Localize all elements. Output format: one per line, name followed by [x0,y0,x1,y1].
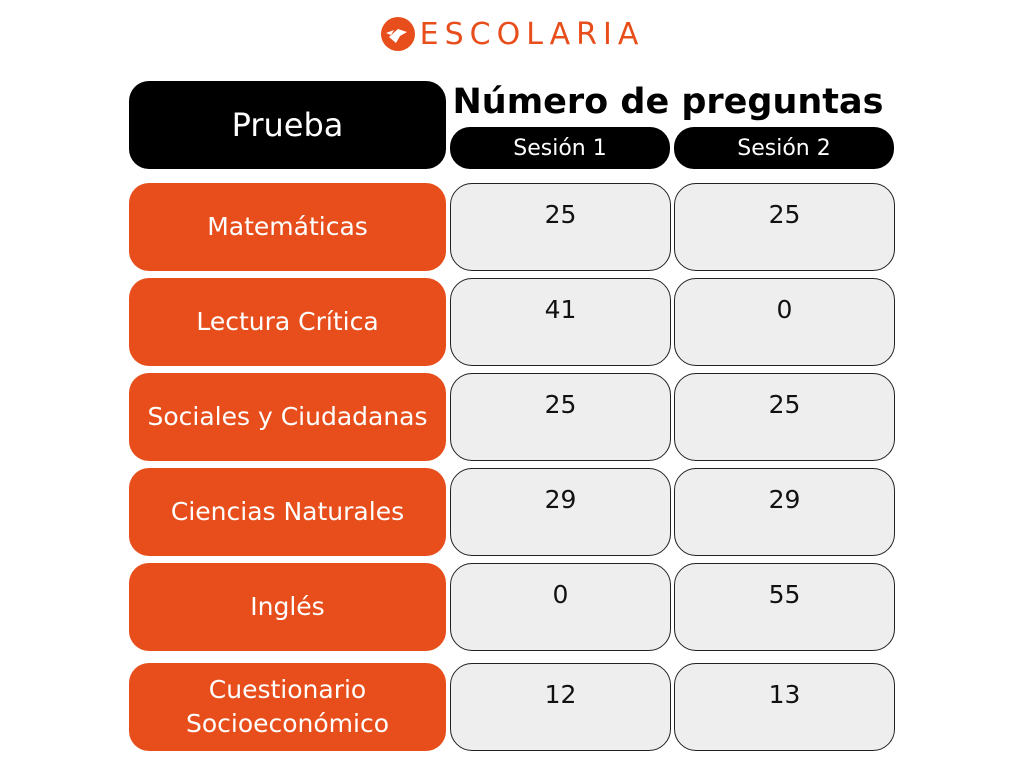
session-1-value: 0 [450,563,671,651]
brand-logo: ESCOLARIA [0,14,1024,54]
session-1-value: 25 [450,373,671,461]
column-header-prueba: Prueba [129,81,446,169]
session-1-value: 12 [450,663,671,751]
brand-name: ESCOLARIA [419,16,645,52]
row-label: Lectura Crítica [129,278,446,366]
session-1-value: 41 [450,278,671,366]
row-label: Cuestionario Socioeconómico [129,663,446,751]
column-header-session-1: Sesión 1 [450,127,670,169]
escolaria-logo-icon [380,17,415,51]
column-header-session-2: Sesión 2 [674,127,894,169]
session-2-value: 0 [674,278,895,366]
group-header-numero-preguntas: Número de preguntas [452,82,884,122]
row-label: Ciencias Naturales [129,468,446,556]
session-2-value: 29 [674,468,895,556]
row-label: Matemáticas [129,183,446,271]
row-label: Inglés [129,563,446,651]
session-2-value: 55 [674,563,895,651]
session-2-value: 25 [674,373,895,461]
session-1-value: 25 [450,183,671,271]
session-2-value: 13 [674,663,895,751]
row-label: Sociales y Ciudadanas [129,373,446,461]
session-2-value: 25 [674,183,895,271]
session-1-value: 29 [450,468,671,556]
